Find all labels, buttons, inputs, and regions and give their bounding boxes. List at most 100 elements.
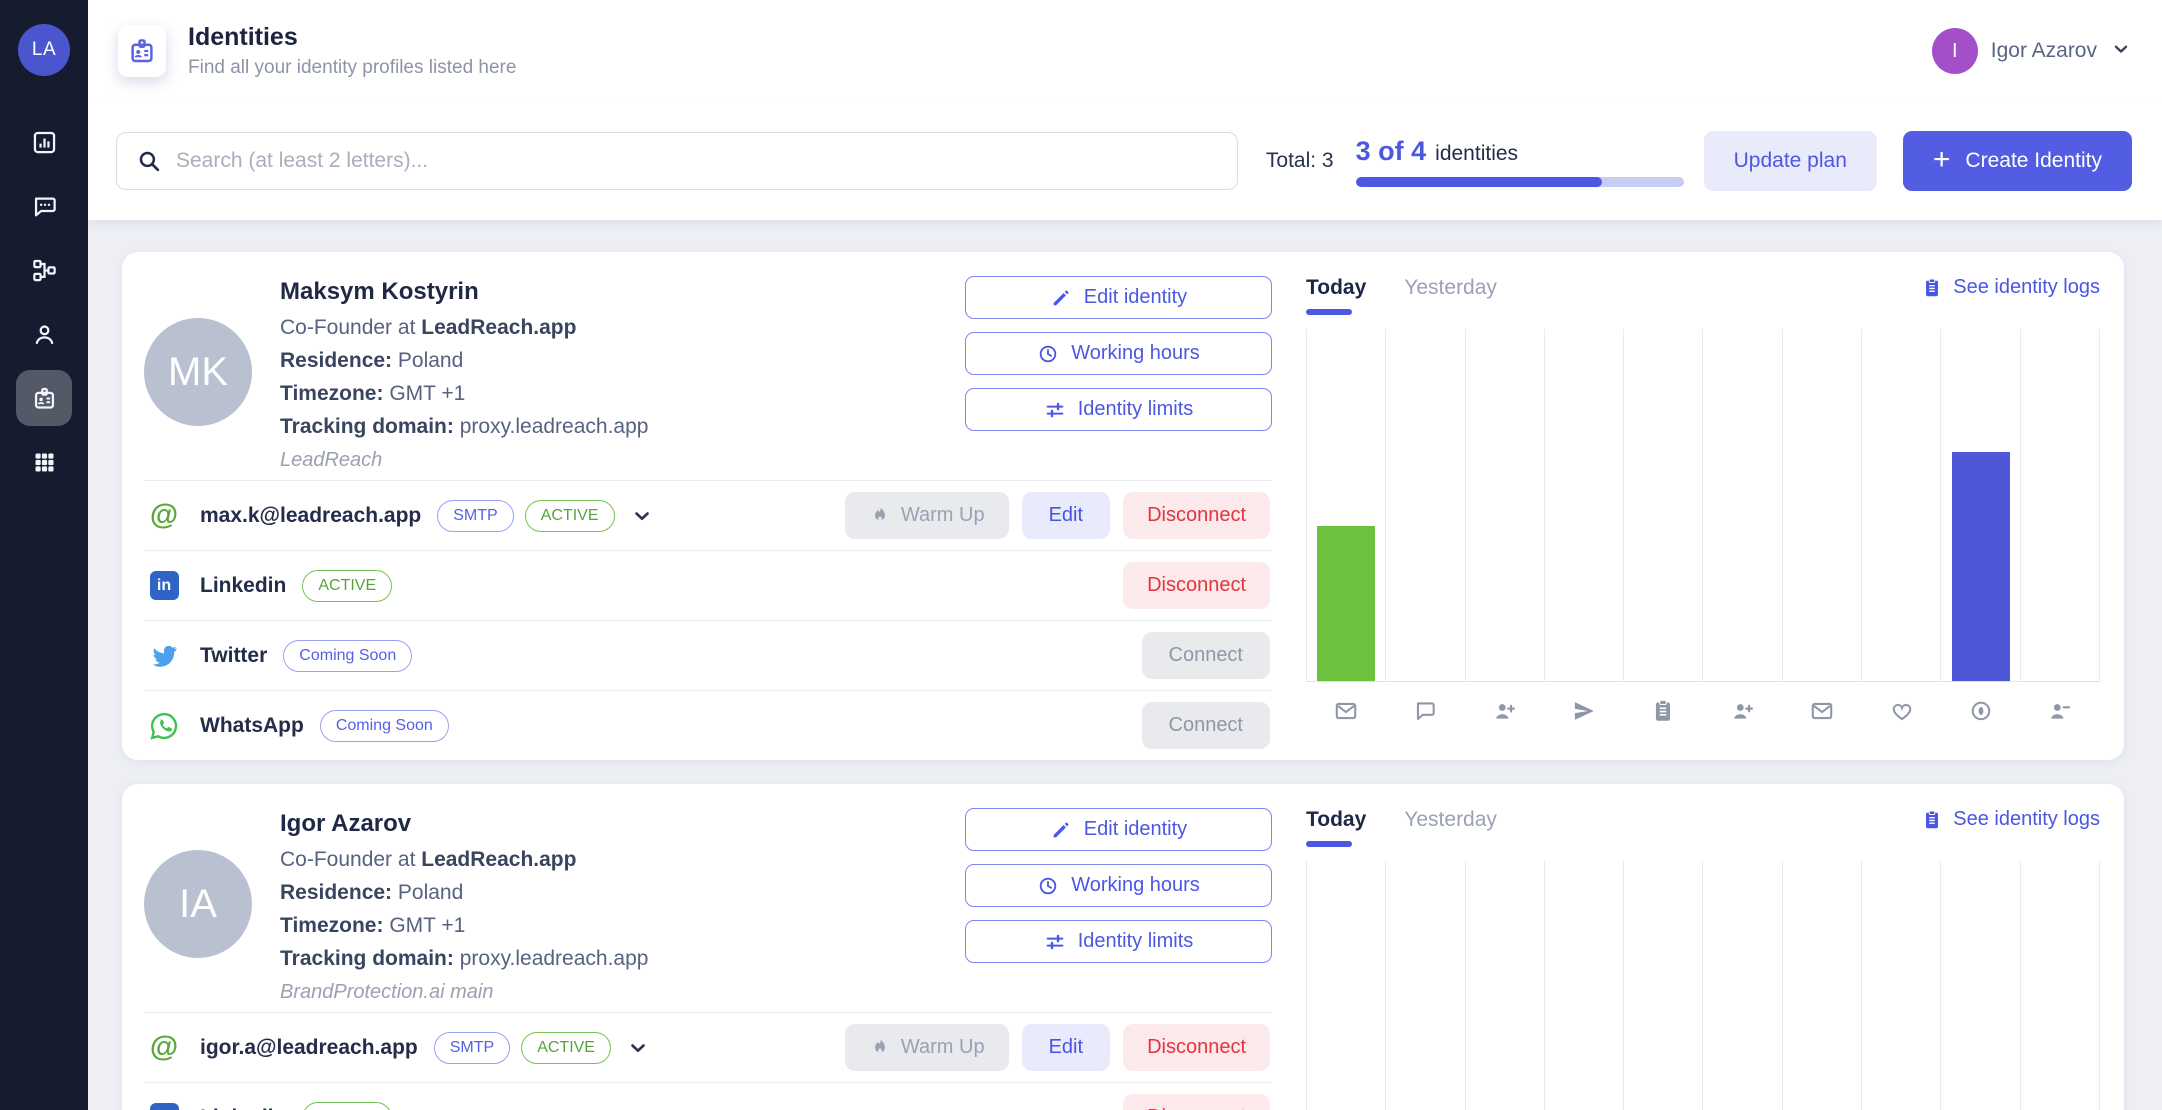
warm-up-button[interactable]: Warm Up	[844, 492, 1009, 539]
page-header: Identities Find all your identity profil…	[88, 0, 2162, 102]
channel-row-linkedin: in Linkedin ACTIVE Disconnect	[144, 1082, 1272, 1110]
warm-up-button[interactable]: Warm Up	[844, 1024, 1009, 1071]
plus-icon: +	[1932, 142, 1951, 176]
see-identity-logs-link[interactable]: See identity logs	[1921, 808, 2100, 831]
connect-button[interactable]: Connect	[1141, 702, 1270, 749]
identity-residence: Residence: Poland	[280, 881, 464, 904]
pencil-icon	[1053, 290, 1069, 305]
identity-tracking-domain: Tracking domain: proxy.leadreach.app	[280, 415, 649, 438]
channel-label: igor.a@leadreach.app	[200, 1035, 418, 1059]
identity-limits-button[interactable]: Identity limits	[965, 388, 1272, 431]
pencil-icon	[1053, 822, 1069, 837]
workspace-avatar[interactable]: LA	[18, 24, 70, 76]
sliders-icon	[1046, 402, 1064, 417]
disconnect-button[interactable]: Disconnect	[1123, 1094, 1270, 1110]
status-pill: ACTIVE	[524, 499, 615, 532]
flow-icon	[32, 259, 56, 281]
user-menu[interactable]: I Igor Azarov	[1931, 28, 2132, 74]
clipboard-icon	[1624, 698, 1703, 760]
status-pill: ACTIVE	[302, 1101, 393, 1110]
tab-yesterday[interactable]: Yesterday	[1404, 276, 1497, 299]
total-count: Total: 3	[1265, 149, 1334, 172]
twitter-icon	[146, 641, 182, 671]
tab-yesterday[interactable]: Yesterday	[1404, 808, 1497, 831]
search-input[interactable]	[176, 149, 1217, 173]
quota-count: 3 of 4	[1355, 135, 1427, 166]
tab-today[interactable]: Today	[1306, 808, 1366, 847]
page-subtitle: Find all your identity profiles listed h…	[188, 57, 517, 78]
coming-soon-pill: Coming Soon	[319, 709, 449, 742]
edit-button[interactable]: Edit	[1021, 492, 1111, 539]
sidebar-item-contacts[interactable]	[16, 306, 72, 362]
expand-chevron[interactable]	[630, 504, 654, 528]
disconnect-button[interactable]: Disconnect	[1123, 492, 1270, 539]
update-plan-button[interactable]: Update plan	[1703, 131, 1877, 191]
sliders-icon	[1046, 934, 1064, 949]
coming-soon-pill: Coming Soon	[283, 639, 413, 672]
clipboard-icon	[1925, 809, 1939, 829]
identity-quota: 3 of 4 identities	[1355, 135, 1684, 187]
chevron-down-icon	[631, 1043, 645, 1052]
identity-name: Maksym Kostyrin	[280, 278, 479, 305]
identity-role: Co-Founder at LeadReach.app	[280, 316, 577, 339]
activity-bar-chart	[1306, 329, 2100, 682]
working-hours-button[interactable]: Working hours	[965, 864, 1272, 907]
clock-icon	[1039, 345, 1057, 362]
user-name: Igor Azarov	[1990, 39, 2097, 62]
person-remove-icon	[2021, 698, 2100, 760]
identity-residence: Residence: Poland	[280, 349, 464, 372]
apps-grid-icon	[35, 453, 53, 471]
chat-bubble-icon	[1385, 698, 1464, 760]
disconnect-button[interactable]: Disconnect	[1123, 1024, 1270, 1071]
sidebar-item-identities[interactable]	[16, 370, 72, 426]
edit-identity-button[interactable]: Edit identity	[965, 808, 1272, 851]
identity-timezone: Timezone: GMT +1	[280, 914, 466, 937]
eye-icon	[1941, 698, 2020, 760]
see-identity-logs-link[interactable]: See identity logs	[1921, 276, 2100, 299]
tab-today[interactable]: Today	[1306, 276, 1366, 315]
expand-chevron[interactable]	[626, 1036, 650, 1060]
disconnect-button[interactable]: Disconnect	[1123, 562, 1270, 609]
avatar: MK	[144, 318, 252, 426]
sidebar-item-conversations[interactable]	[16, 178, 72, 234]
heart-icon	[1862, 698, 1941, 760]
send-icon	[1544, 698, 1623, 760]
chevron-down-icon	[2110, 38, 2132, 65]
search-icon	[139, 151, 160, 171]
sidebar-item-dashboard[interactable]	[16, 114, 72, 170]
connect-button[interactable]: Connect	[1141, 632, 1270, 679]
create-identity-button[interactable]: + Create Identity	[1902, 131, 2132, 191]
identities-list: MK Maksym Kostyrin Co-Founder at LeadRea…	[88, 220, 2162, 1110]
user-avatar: I	[1931, 28, 1978, 74]
activity-panel: Today Yesterday See identity logs	[1306, 276, 2100, 760]
chevron-down-icon	[634, 511, 649, 520]
smtp-pill: SMTP	[437, 499, 514, 532]
envelope-icon	[1306, 698, 1385, 760]
identity-workspace: LeadReach	[280, 449, 383, 471]
envelope-icon	[1782, 698, 1861, 760]
identity-card: MK Maksym Kostyrin Co-Founder at LeadRea…	[122, 252, 2124, 760]
sidebar-item-apps[interactable]	[16, 434, 72, 490]
status-pill: ACTIVE	[302, 569, 393, 602]
identity-role: Co-Founder at LeadReach.app	[280, 848, 577, 871]
sidebar-item-flows[interactable]	[16, 242, 72, 298]
channel-row-email: @ max.k@leadreach.app SMTP ACTIVE Warm U…	[144, 480, 1272, 550]
email-at-icon: @	[149, 1031, 179, 1063]
quota-progress-fill	[1355, 176, 1602, 187]
working-hours-button[interactable]: Working hours	[965, 332, 1272, 375]
flame-icon	[874, 1039, 885, 1052]
id-badge-icon	[34, 387, 54, 409]
chart-category-icons	[1306, 682, 2100, 760]
identity-tracking-domain: Tracking domain: proxy.leadreach.app	[280, 947, 649, 970]
edit-identity-button[interactable]: Edit identity	[965, 276, 1272, 319]
identity-workspace: BrandProtection.ai main	[280, 981, 494, 1003]
clock-icon	[1039, 877, 1057, 894]
sidebar: LA	[0, 0, 88, 1110]
identity-profile: IA Igor Azarov Co-Founder at LeadReach.a…	[144, 808, 965, 1012]
edit-button[interactable]: Edit	[1021, 1024, 1111, 1071]
identity-limits-button[interactable]: Identity limits	[965, 920, 1272, 963]
channel-row-email: @ igor.a@leadreach.app SMTP ACTIVE Warm …	[144, 1012, 1272, 1082]
search-box	[116, 132, 1238, 190]
identity-profile: MK Maksym Kostyrin Co-Founder at LeadRea…	[144, 276, 965, 480]
channel-label: max.k@leadreach.app	[200, 503, 422, 527]
